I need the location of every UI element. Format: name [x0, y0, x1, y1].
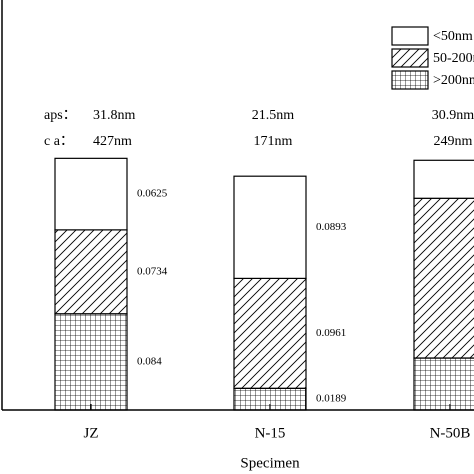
value-label: 0.0189 — [316, 393, 347, 405]
x-tick-label: N-15 — [255, 425, 286, 441]
bar-segment — [413, 357, 474, 411]
bar-segment — [54, 229, 128, 315]
x-axis-label: Specimen — [240, 455, 300, 471]
annotation-value: 171nm — [254, 134, 293, 149]
legend-label: 50-200nm — [433, 51, 474, 66]
bar-segment — [233, 387, 307, 411]
legend-label: <50nm — [433, 29, 473, 44]
value-label: 0.0734 — [137, 265, 168, 277]
annotation-value: 30.9nm — [432, 108, 474, 123]
value-label: 0.084 — [137, 355, 162, 367]
bar-segment — [413, 159, 474, 199]
value-label: 0.0625 — [137, 188, 168, 200]
bar-segment — [54, 313, 128, 411]
bar-segment — [54, 157, 128, 231]
annotation-value: 249nm — [434, 134, 473, 149]
legend-swatch — [391, 48, 429, 68]
annotation-value: 31.8nm — [93, 108, 136, 123]
annotation-value: 427nm — [93, 134, 132, 149]
annotation-label: c a： — [44, 134, 74, 149]
x-tick-label: JZ — [84, 425, 99, 441]
bar-segment — [233, 277, 307, 389]
bar-segment — [413, 197, 474, 359]
value-label: 0.0961 — [316, 327, 346, 339]
legend-swatch — [391, 26, 429, 46]
x-tick-label: N-50B — [430, 425, 471, 441]
value-label: 0.0893 — [316, 221, 347, 233]
legend-label: >200nm — [433, 73, 474, 88]
legend-swatch — [391, 70, 429, 90]
annotation-label: aps： — [44, 108, 77, 123]
bar-segment — [233, 175, 307, 279]
annotation-value: 21.5nm — [252, 108, 295, 123]
